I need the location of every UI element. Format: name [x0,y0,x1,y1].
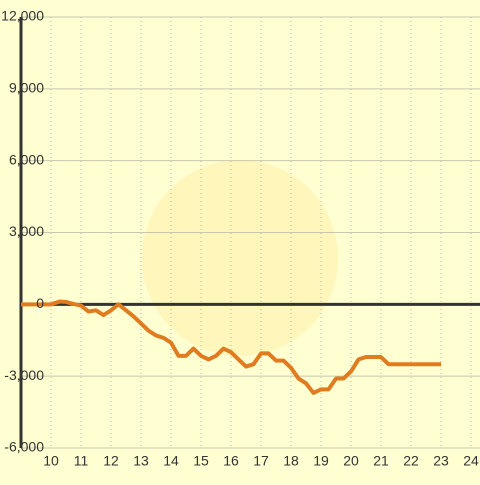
x-tick-label: 17 [253,453,269,469]
x-tick-label: 23 [433,453,449,469]
x-tick-label: 12 [103,453,119,469]
x-tick-label: 18 [283,453,299,469]
x-tick-label: 13 [133,453,149,469]
x-tick-label: 15 [193,453,209,469]
x-tick-label: 21 [373,453,389,469]
x-tick-label: 20 [343,453,359,469]
y-tick-label: -3,000 [4,367,44,383]
y-tick-label: -6,000 [4,439,44,455]
data-line [21,299,441,395]
y-tick-label: 9,000 [9,80,44,96]
y-tick-label: 3,000 [9,223,44,239]
x-tick-label: 19 [313,453,329,469]
y-tick-label: 12,000 [1,8,44,24]
x-tick-label: 11 [74,453,89,469]
x-tick-label: 24 [463,453,479,469]
x-tick-label: 14 [163,453,179,469]
x-tick-label: 10 [43,453,59,469]
x-tick-label: 16 [223,453,239,469]
y-tick-label: 6,000 [9,151,44,167]
y-tick-label: 0 [36,295,44,311]
x-tick-label: 22 [403,453,419,469]
watermark [142,160,338,356]
